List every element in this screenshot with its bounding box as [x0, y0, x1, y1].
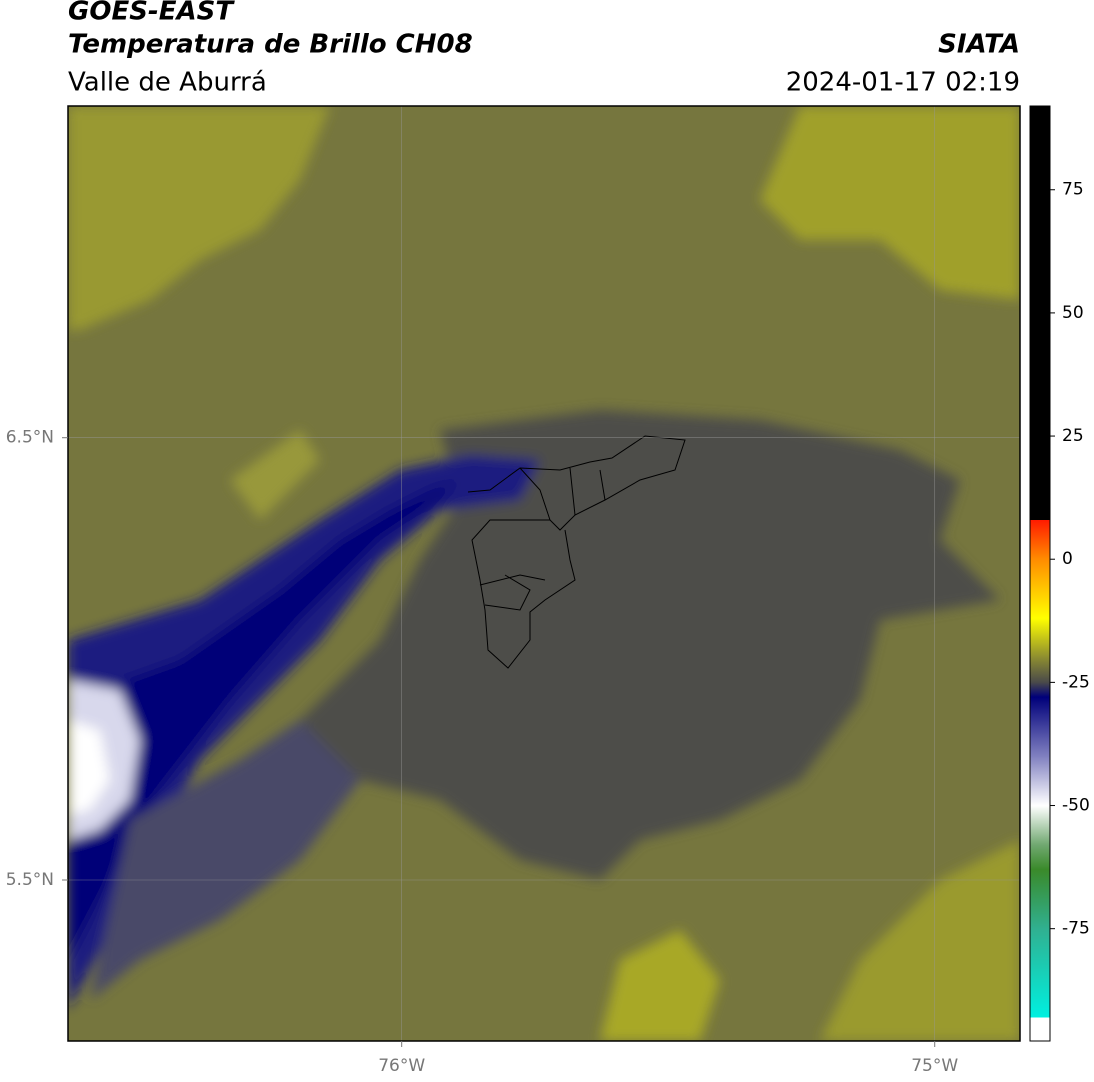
title: GOES-EAST	[68, 0, 235, 27]
municipal-boundaries	[467, 435, 686, 669]
map-image	[68, 106, 1020, 1041]
colorbar-tick-label: 0	[1062, 549, 1073, 569]
region: Valle de Aburrá	[68, 68, 267, 98]
x-tick-label: 75°W	[911, 1056, 958, 1076]
colorbar-tick-label: -25	[1062, 672, 1090, 692]
colorbar	[1029, 105, 1051, 1042]
colorbar-tick-label: -50	[1062, 796, 1090, 816]
subtitle: Temperatura de Brillo CH08	[68, 30, 473, 60]
colorbar-tick-label: 75	[1062, 180, 1084, 200]
map-frame	[67, 105, 1021, 1042]
y-tick-label: 6.5°N	[6, 428, 54, 448]
source: SIATA	[938, 30, 1020, 60]
colorbar-tick-label: -75	[1062, 919, 1090, 939]
colorbar-tick-label: 50	[1062, 303, 1084, 323]
datetime: 2024-01-17 02:19	[786, 68, 1020, 98]
x-tick-label: 76°W	[378, 1056, 425, 1076]
y-tick-label: 5.5°N	[6, 870, 54, 890]
colorbar-tick-label: 25	[1062, 426, 1084, 446]
